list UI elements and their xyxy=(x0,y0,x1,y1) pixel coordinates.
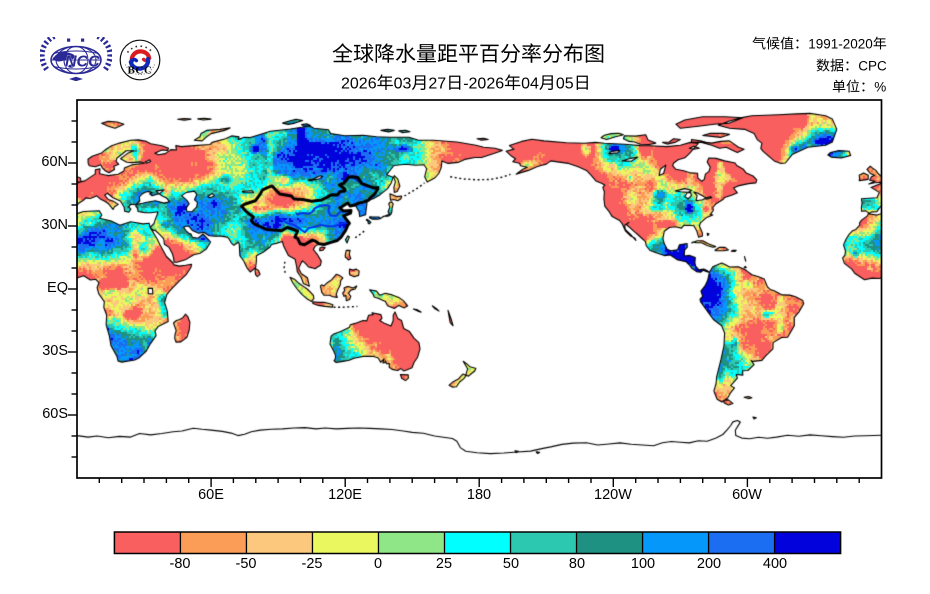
svg-text:%: % xyxy=(871,79,887,94)
svg-text:NCC: NCC xyxy=(65,54,100,71)
svg-text:27: 27 xyxy=(428,75,446,92)
svg-text:BCC: BCC xyxy=(127,65,152,77)
svg-text:1991-2020: 1991-2020 xyxy=(804,36,872,51)
svg-text:04: 04 xyxy=(521,75,539,92)
svg-text:2026: 2026 xyxy=(341,75,377,92)
svg-text:05: 05 xyxy=(556,75,574,92)
svg-text:CPC: CPC xyxy=(854,58,887,73)
svg-text:-2026: -2026 xyxy=(463,75,504,92)
svg-text:03: 03 xyxy=(394,75,412,92)
